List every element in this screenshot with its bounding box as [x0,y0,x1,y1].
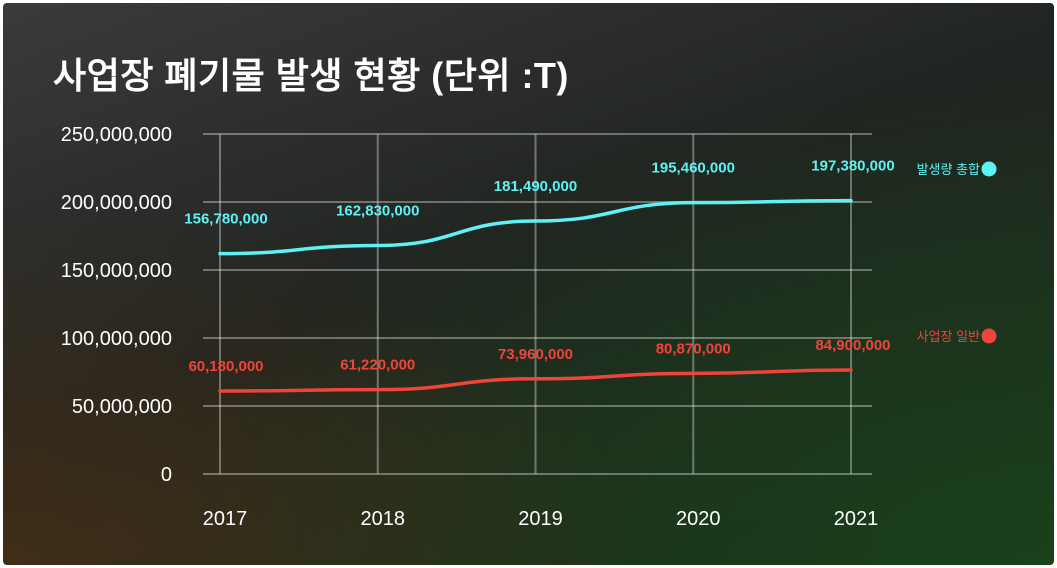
data-label: 61,220,000 [340,357,415,374]
x-tick-label: 2018 [361,508,406,530]
y-tick-label: 150,000,000 [61,260,172,282]
legend-marker [981,161,997,177]
data-label: 73,960,000 [498,346,573,363]
legend-marker [981,328,997,344]
data-label: 195,460,000 [652,160,735,177]
data-label: 156,780,000 [184,211,267,228]
data-label: 197,380,000 [811,158,894,175]
data-label: 60,180,000 [188,358,263,375]
y-tick-label: 250,000,000 [61,124,172,146]
x-tick-label: 2020 [676,508,721,530]
y-tick-label: 200,000,000 [61,192,172,214]
x-tick-label: 2017 [203,508,248,530]
legend-label: 발생량 총합 [917,162,980,177]
y-tick-label: 0 [161,464,172,486]
data-label: 84,900,000 [815,337,890,354]
y-tick-label: 50,000,000 [72,396,172,418]
x-tick-label: 2021 [834,508,879,530]
data-label: 80,870,000 [656,340,731,357]
data-label: 181,490,000 [494,178,577,195]
series-line [218,198,853,256]
chart-title: 사업장 폐기물 발생 현황 (단위 :T) [53,55,569,96]
chart-card: 사업장 폐기물 발생 현황 (단위 :T) 0 50,000,000 100,000… [3,3,1054,565]
y-tick-label: 100,000,000 [61,328,172,350]
data-label: 162,830,000 [336,203,419,220]
x-tick-label: 2019 [518,508,563,530]
legend-label: 사업장 일반 [917,329,980,344]
series-line [218,368,853,393]
line-chart: 0 50,000,000 100,000,000 150,000,000 200,000… [61,124,997,530]
